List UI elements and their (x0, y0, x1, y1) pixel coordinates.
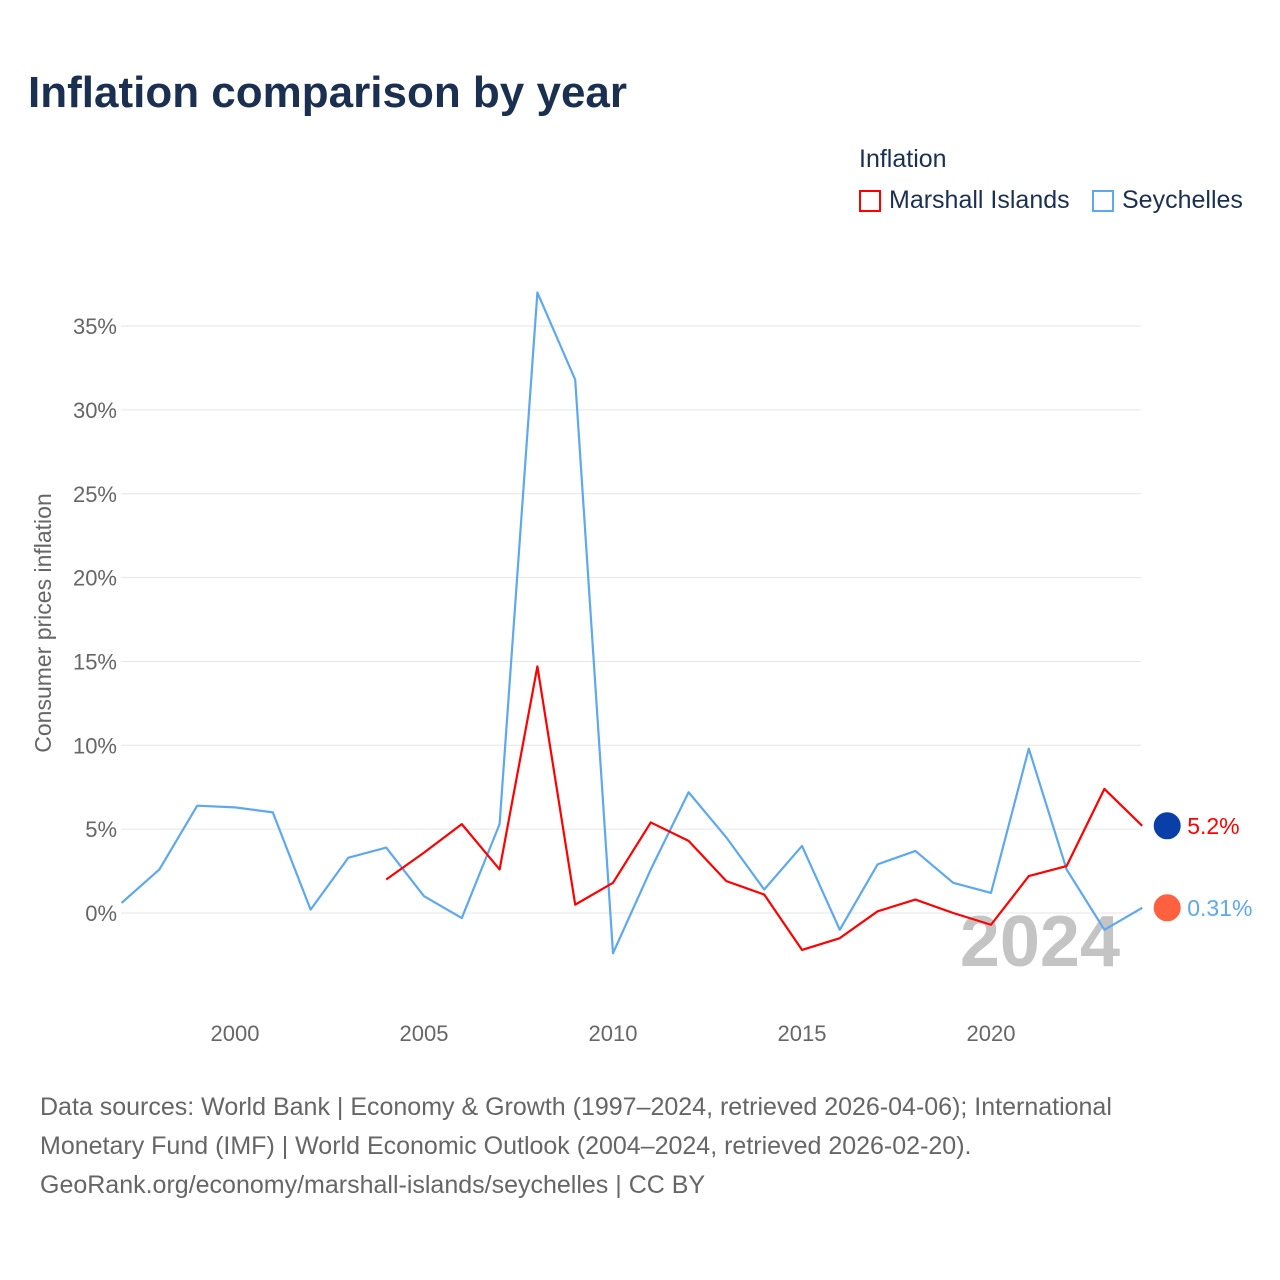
y-tick-label: 5% (85, 817, 117, 842)
data-point (649, 820, 653, 824)
end-value-label: 0.31% (1187, 895, 1252, 921)
data-point (1065, 864, 1069, 868)
y-tick-label: 25% (73, 482, 117, 507)
x-tick-label: 2005 (400, 1021, 449, 1046)
data-point (460, 916, 464, 920)
data-point (989, 891, 993, 895)
data-point (649, 867, 653, 871)
data-point (460, 822, 464, 826)
data-point (1027, 874, 1031, 878)
data-point (913, 898, 917, 902)
data-point (611, 881, 615, 885)
data-point (120, 901, 124, 905)
chart-title: Inflation comparison by year (28, 68, 628, 117)
legend-swatch (1092, 189, 1114, 212)
legend-title: Inflation (859, 145, 947, 173)
legend-item-seychelles[interactable]: Seychelles (1092, 186, 1243, 215)
data-point (1140, 824, 1144, 828)
data-point (535, 664, 539, 668)
year-watermark: 2024 (960, 902, 1120, 982)
x-tick-label: 2000 (211, 1021, 260, 1046)
series-line-marshall-islands (385, 665, 1143, 951)
data-point (762, 893, 766, 897)
data-point (535, 291, 539, 295)
footer: Data sources: World Bank | Economy & Gro… (40, 1088, 1260, 1205)
source-line: Monetary Fund (IMF) | World Economic Out… (40, 1132, 972, 1160)
data-point (498, 822, 502, 826)
data-point (724, 879, 728, 883)
data-point (951, 881, 955, 885)
data-point (762, 888, 766, 892)
data-point (157, 867, 161, 871)
data-point (233, 805, 237, 809)
data-point (951, 911, 955, 915)
data-point (611, 951, 615, 955)
data-point (498, 867, 502, 871)
y-tick-label: 10% (73, 733, 117, 758)
data-point (800, 844, 804, 848)
series-line-seychelles (120, 291, 1143, 955)
y-tick-label: 20% (73, 566, 117, 591)
data-point (989, 923, 993, 927)
data-point (346, 856, 350, 860)
source-link[interactable]: GeoRank.org/economy/marshall-islands/sey… (40, 1171, 706, 1199)
y-axis-label: Consumer prices inflation (30, 493, 56, 753)
data-point (384, 877, 388, 881)
data-point (876, 909, 880, 913)
legend-item-marshall-islands[interactable]: Marshall Islands (859, 186, 1070, 215)
data-point (422, 894, 426, 898)
data-point (800, 948, 804, 952)
data-point (838, 936, 842, 940)
data-point (384, 846, 388, 850)
data-point (573, 378, 577, 382)
x-tick-label: 2010 (589, 1021, 638, 1046)
data-point (422, 851, 426, 855)
data-point (838, 928, 842, 932)
y-tick-label: 0% (85, 901, 117, 926)
y-tick-label: 35% (73, 314, 117, 339)
end-value-label: 5.2% (1187, 813, 1239, 839)
data-point (687, 839, 691, 843)
data-point (195, 804, 199, 808)
data-point (573, 903, 577, 907)
y-tick-label: 30% (73, 398, 117, 423)
x-tick-label: 2015 (778, 1021, 827, 1046)
data-point (271, 810, 275, 814)
legend-swatch (859, 189, 881, 212)
data-point (687, 790, 691, 794)
x-tick-label: 2020 (967, 1021, 1016, 1046)
flag-icon (1152, 811, 1182, 841)
legend-label: Seychelles (1122, 186, 1243, 214)
source-line: Data sources: World Bank | Economy & Gro… (40, 1093, 1112, 1121)
data-point (913, 849, 917, 853)
flag-icon (1152, 893, 1182, 923)
data-point (1140, 906, 1144, 910)
data-point (309, 908, 313, 912)
data-point (1027, 747, 1031, 751)
data-point (1102, 787, 1106, 791)
y-tick-label: 15% (73, 649, 117, 674)
data-point (1102, 928, 1106, 932)
data-point (876, 862, 880, 866)
data-point (724, 836, 728, 840)
legend-label: Marshall Islands (889, 186, 1070, 214)
